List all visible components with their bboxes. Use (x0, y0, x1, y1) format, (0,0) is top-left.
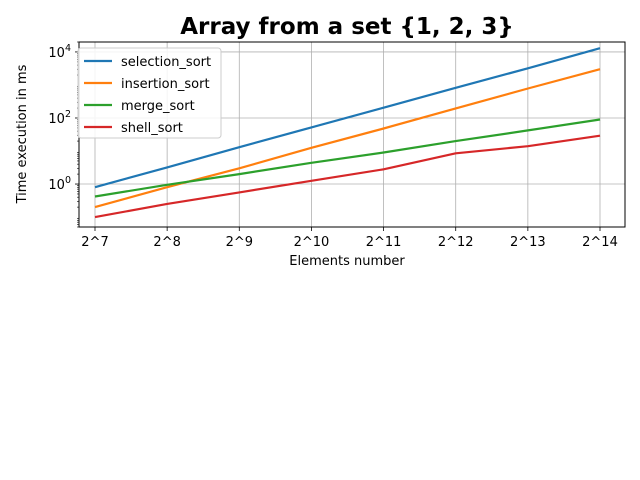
series-lines (94, 47, 601, 219)
y-tick-label: 100 (48, 175, 71, 193)
x-tick-label: 2^10 (294, 235, 330, 250)
x-tick-label: 2^7 (81, 235, 108, 250)
series-line-selection-sort (94, 47, 601, 189)
y-axis-label: Time execution in ms (15, 64, 30, 204)
y-axis-ticks: 100 102 104 (48, 41, 79, 228)
legend-label: insertion_sort (121, 77, 210, 92)
legend-label: merge_sort (121, 99, 195, 114)
y-tick-label: 104 (48, 43, 71, 61)
x-axis-ticks: 2^7 2^8 2^9 2^10 2^11 2^12 2^13 2^14 (81, 227, 618, 250)
x-tick-label: 2^11 (366, 235, 402, 250)
x-tick-label: 2^12 (438, 235, 474, 250)
series-line-shell-sort (94, 134, 601, 219)
legend-label: selection_sort (121, 55, 211, 70)
x-tick-label: 2^9 (226, 235, 253, 250)
x-tick-label: 2^8 (153, 235, 180, 250)
chart-title: Array from a set {1, 2, 3} (180, 14, 514, 40)
legend-label: shell_sort (121, 121, 183, 136)
x-tick-label: 2^14 (582, 235, 618, 250)
y-tick-label: 102 (48, 109, 71, 127)
legend: selection_sort insertion_sort merge_sortsh… (77, 47, 222, 139)
legend-box (77, 47, 222, 139)
x-axis-label: Elements number (289, 254, 405, 269)
x-tick-label: 2^13 (510, 235, 546, 250)
series-line-merge-sort (94, 118, 601, 198)
